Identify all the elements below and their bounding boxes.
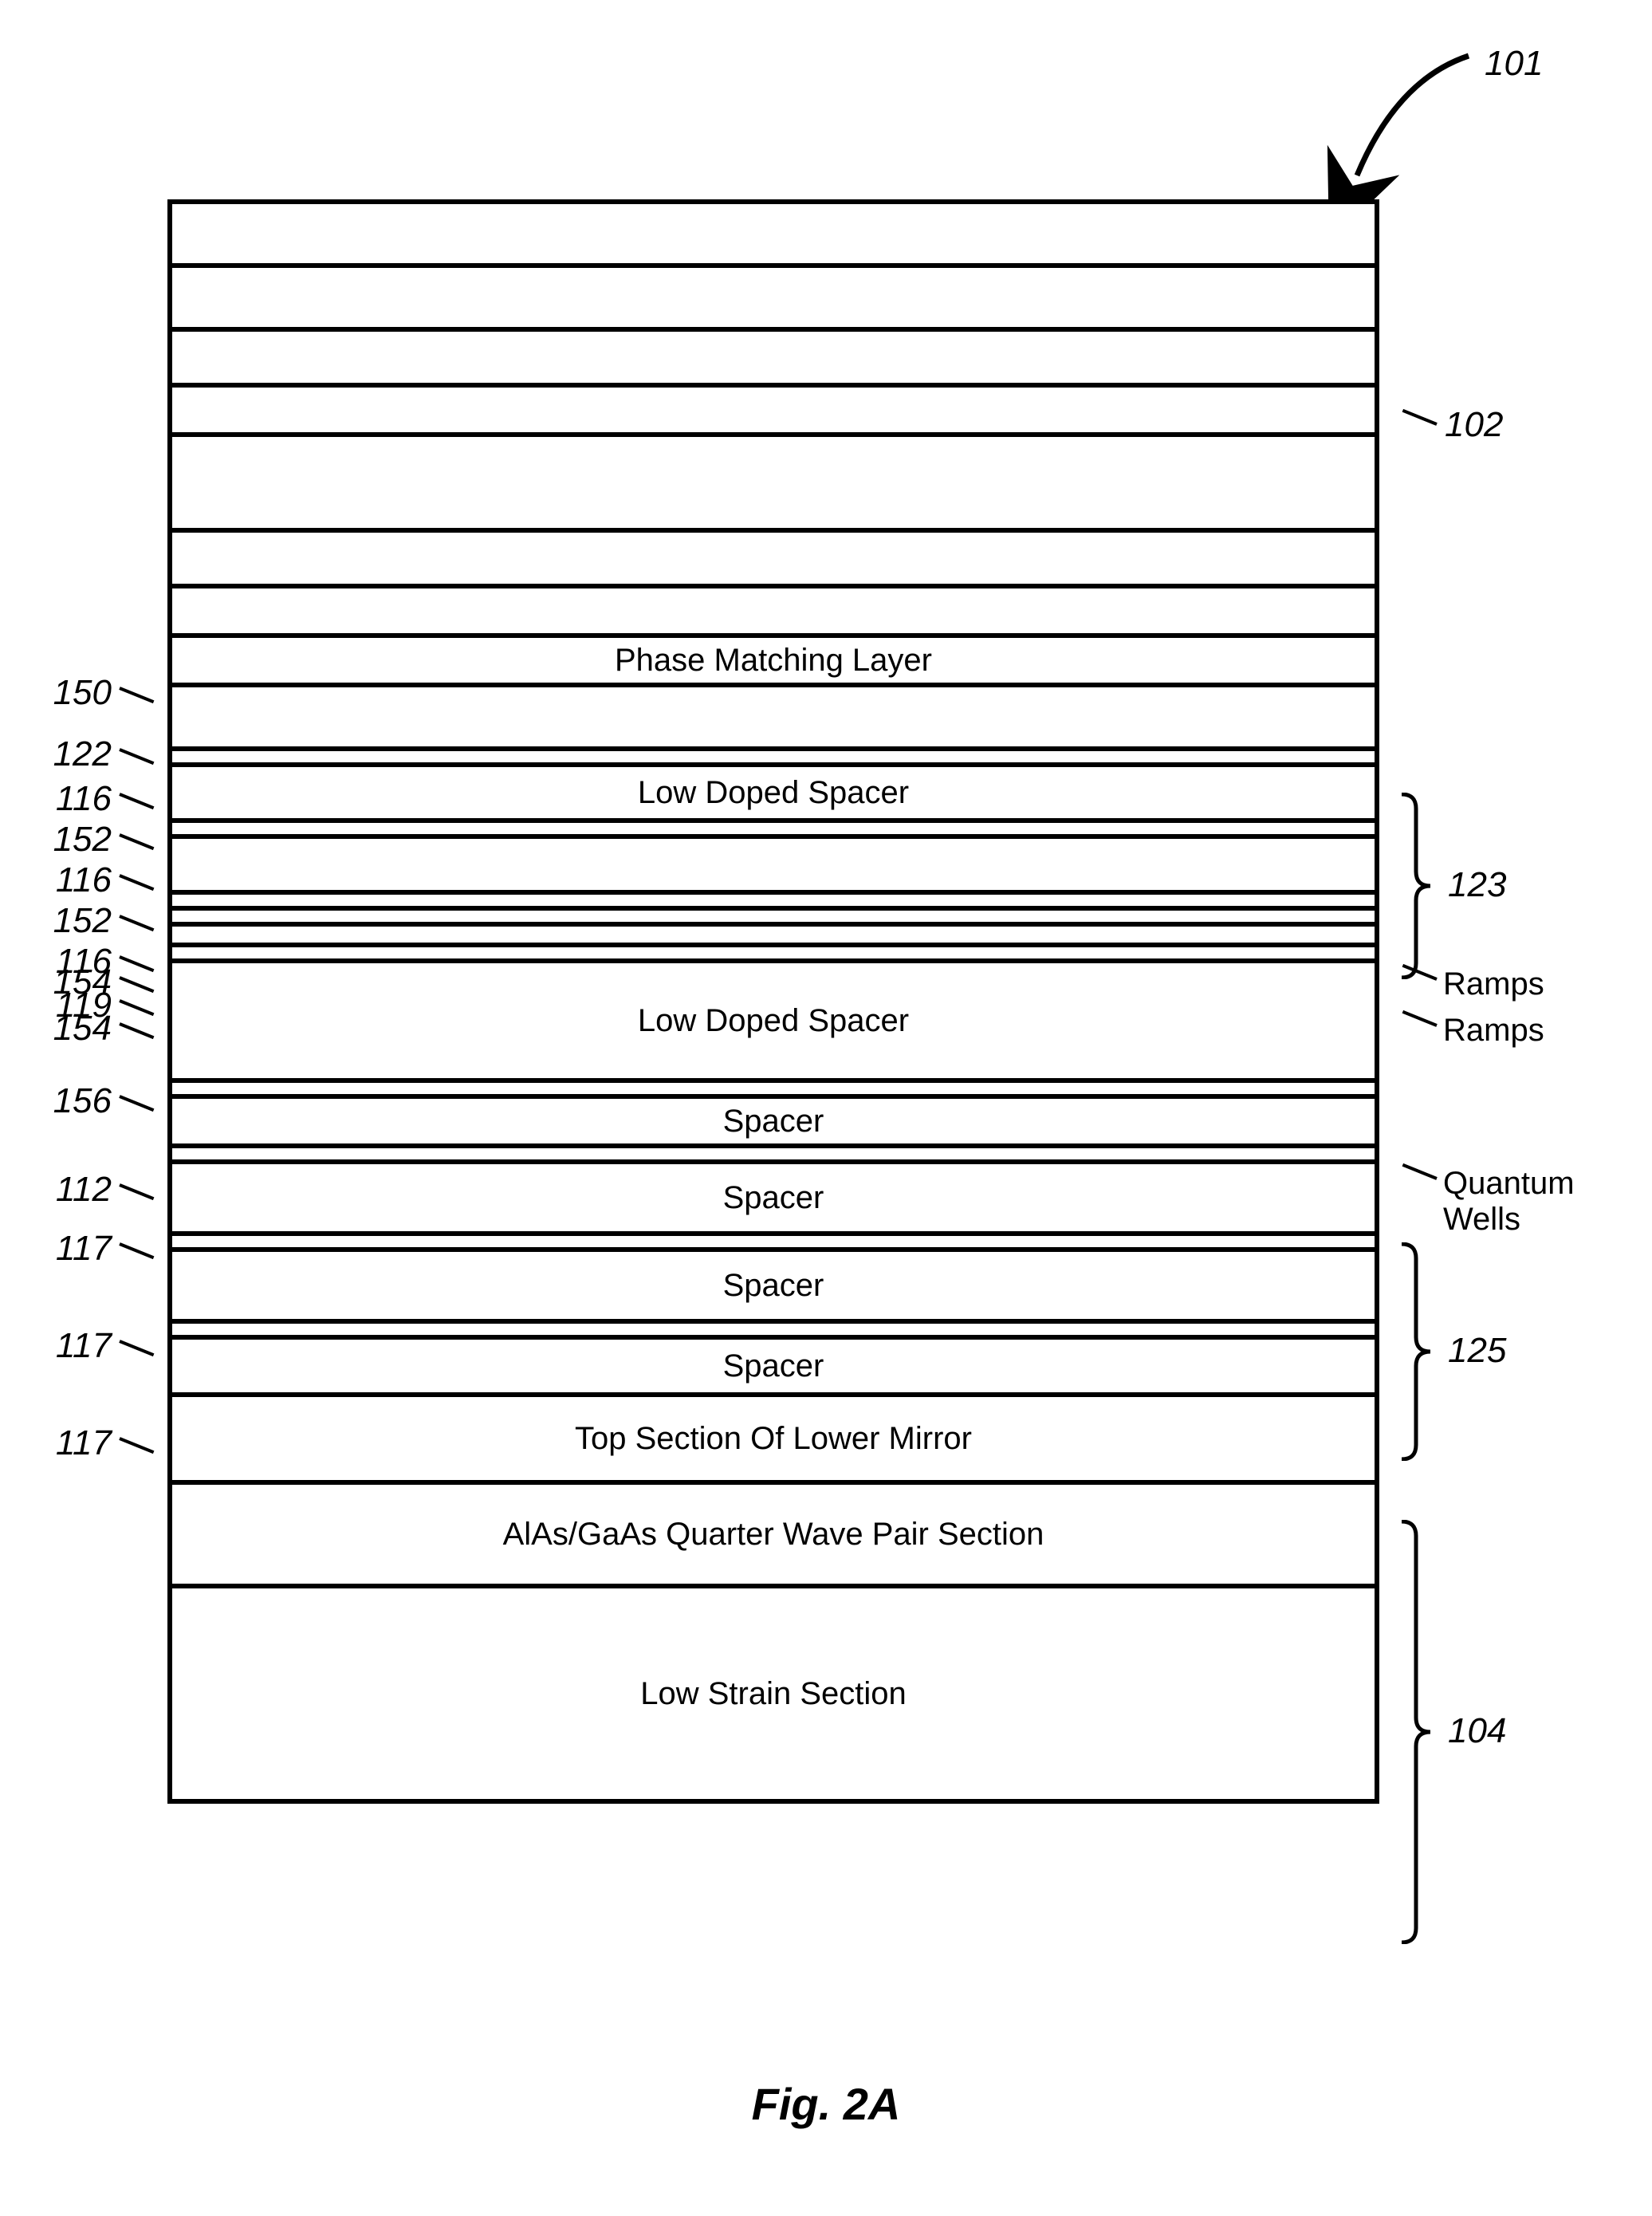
left-ref-117-13: 117: [32, 1326, 112, 1366]
layer-label-7: Phase Matching Layer: [615, 643, 932, 679]
bracket-123: [1400, 793, 1437, 979]
figure-number: 101: [1485, 44, 1543, 84]
right-ref-123: 123: [1448, 865, 1506, 905]
left-ref-154-9: 154: [32, 1009, 112, 1049]
left-ref-122-1: 122: [32, 734, 112, 774]
layer-3: [172, 388, 1375, 437]
layer-19: Spacer: [172, 1099, 1375, 1148]
layer-label-10: Low Doped Spacer: [638, 775, 909, 811]
left-ref-116-4: 116: [32, 860, 112, 900]
left-tick-3: [119, 833, 154, 850]
right-tick-plain-1: [1402, 1010, 1438, 1027]
left-tick-4: [119, 874, 154, 891]
right-plain-1: Ramps: [1443, 1013, 1544, 1049]
layer-1: [172, 268, 1375, 332]
layer-label-23: Spacer: [723, 1268, 824, 1304]
layer-2: [172, 332, 1375, 388]
right-ref-102: 102: [1445, 405, 1503, 445]
left-ref-150-0: 150: [32, 673, 112, 713]
left-ref-112-11: 112: [32, 1170, 112, 1210]
left-ref-152-5: 152: [32, 901, 112, 941]
left-tick-9: [119, 1022, 154, 1039]
figure-caption: Fig. 2A: [0, 2078, 1652, 2130]
layer-4: [172, 437, 1375, 533]
left-ref-152-3: 152: [32, 820, 112, 860]
right-plain-3: Wells: [1443, 1202, 1520, 1238]
bracket-104: [1400, 1520, 1437, 1944]
layer-24: [172, 1324, 1375, 1340]
left-tick-5: [119, 915, 154, 931]
layer-14: [172, 911, 1375, 927]
layer-label-28: Low Strain Section: [640, 1676, 907, 1712]
layer-28: Low Strain Section: [172, 1588, 1375, 1804]
left-tick-8: [119, 999, 154, 1016]
layer-12: [172, 839, 1375, 895]
layer-9: [172, 751, 1375, 767]
layer-label-26: Top Section Of Lower Mirror: [575, 1421, 972, 1457]
left-tick-7: [119, 976, 154, 993]
left-tick-0: [119, 687, 154, 703]
left-ref-117-12: 117: [32, 1229, 112, 1269]
layer-stack: Phase Matching Layer Low Doped Spacer Low …: [167, 199, 1379, 1804]
left-tick-12: [119, 1242, 154, 1259]
layer-22: [172, 1236, 1375, 1252]
right-tick-102: [1402, 409, 1438, 426]
layer-7: Phase Matching Layer: [172, 638, 1375, 687]
left-tick-13: [119, 1340, 154, 1356]
layer-label-27: AlAs/GaAs Quarter Wave Pair Section: [503, 1517, 1044, 1553]
right-ref-125: 125: [1448, 1331, 1506, 1371]
layer-label-25: Spacer: [723, 1348, 824, 1384]
left-tick-2: [119, 793, 154, 809]
layer-17: Low Doped Spacer: [172, 963, 1375, 1083]
layer-5: [172, 533, 1375, 588]
left-ref-156-10: 156: [32, 1081, 112, 1121]
layer-13: [172, 895, 1375, 911]
left-tick-6: [119, 955, 154, 972]
layer-21: Spacer: [172, 1164, 1375, 1236]
layer-27: AlAs/GaAs Quarter Wave Pair Section: [172, 1485, 1375, 1588]
right-plain-0: Ramps: [1443, 966, 1544, 1002]
left-tick-10: [119, 1095, 154, 1112]
bracket-125: [1400, 1242, 1437, 1461]
layer-10: Low Doped Spacer: [172, 767, 1375, 823]
layer-25: Spacer: [172, 1340, 1375, 1397]
left-ref-116-2: 116: [32, 779, 112, 819]
left-tick-1: [119, 748, 154, 765]
right-plain-2: Quantum: [1443, 1166, 1575, 1202]
layer-26: Top Section Of Lower Mirror: [172, 1397, 1375, 1485]
layer-label-17: Low Doped Spacer: [638, 1003, 909, 1039]
layer-15: [172, 927, 1375, 947]
left-tick-11: [119, 1183, 154, 1200]
right-ref-104: 104: [1448, 1711, 1506, 1751]
layer-20: [172, 1148, 1375, 1164]
layer-0: [172, 204, 1375, 268]
layer-16: [172, 947, 1375, 963]
layer-18: [172, 1083, 1375, 1099]
layer-label-21: Spacer: [723, 1180, 824, 1216]
layer-23: Spacer: [172, 1252, 1375, 1324]
left-tick-14: [119, 1437, 154, 1454]
left-ref-117-14: 117: [32, 1423, 112, 1463]
figure-arrow: [1301, 40, 1508, 199]
layer-label-19: Spacer: [723, 1104, 824, 1139]
layer-8: [172, 687, 1375, 751]
layer-6: [172, 588, 1375, 638]
layer-11: [172, 823, 1375, 839]
right-tick-plain-2: [1402, 1163, 1438, 1180]
